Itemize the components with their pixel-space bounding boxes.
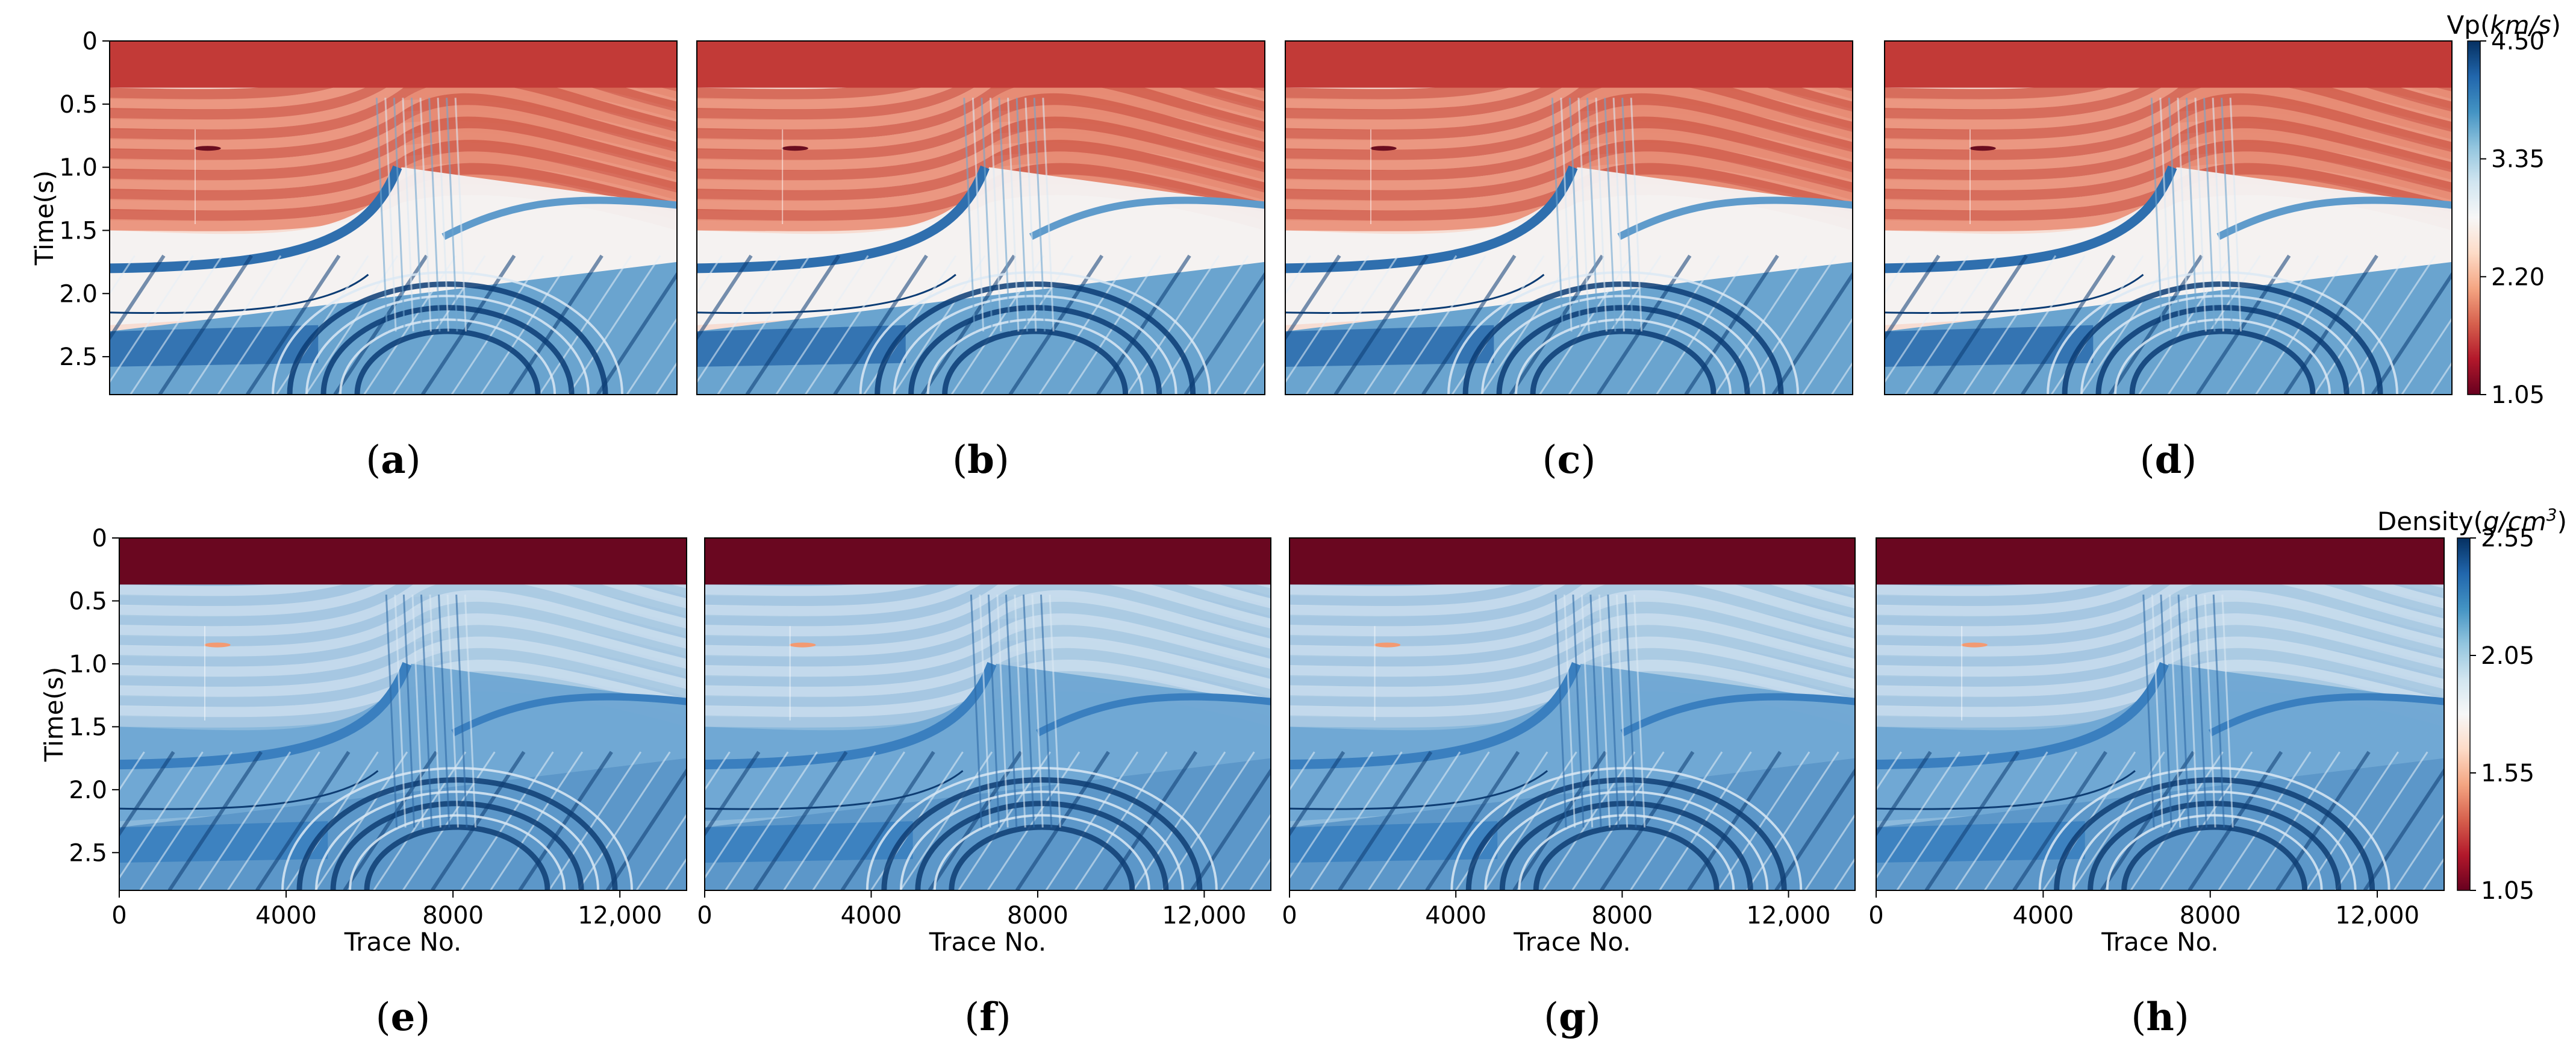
y-tick-label: 0 <box>83 28 98 55</box>
y-tick-label: 1.0 <box>59 154 98 182</box>
x-tick-label: 8000 <box>1007 902 1068 930</box>
y-tick-label: 2.0 <box>69 777 107 804</box>
x-tick-label: 4000 <box>2012 902 2074 930</box>
colorbar-tick-label: 4.50 <box>2491 28 2545 55</box>
colorbar-tick-label: 2.05 <box>2481 642 2534 670</box>
x-tick-label: 4000 <box>255 902 317 930</box>
panel-caption: (g) <box>1544 995 1601 1040</box>
x-tick-label: 4000 <box>1425 902 1486 930</box>
colorbar-title: Vp(km/s) <box>2447 10 2561 40</box>
colorbar-gradient <box>2457 537 2471 891</box>
colorbar-gradient <box>2467 40 2481 395</box>
x-axis-label: Trace No. <box>929 927 1047 957</box>
panel-frame <box>1884 40 2453 395</box>
x-tick-label: 0 <box>1868 902 1883 930</box>
panel-caption: (b) <box>952 437 1009 483</box>
panel-d: (d) <box>1884 40 2453 483</box>
panel-caption: (h) <box>2131 995 2189 1040</box>
colorbar-title: Density(g/cm3) <box>2377 505 2567 536</box>
x-tick-label: 8000 <box>422 902 484 930</box>
x-tick-label: 4000 <box>841 902 902 930</box>
y-tick-label: 0.5 <box>69 587 107 615</box>
panel-f: 0 4000 8000 12,000 Trace No. (f) <box>697 537 1271 1040</box>
x-axis-label: Trace No. <box>344 927 462 957</box>
colorbar-tick-label: 3.35 <box>2491 146 2545 173</box>
panel-frame <box>119 537 687 891</box>
colorbar-tick-label: 2.55 <box>2481 525 2534 552</box>
y-tick-label: 0.5 <box>59 91 98 119</box>
x-axis-label: Trace No. <box>2101 927 2219 957</box>
x-axis-label: Trace No. <box>1513 927 1631 957</box>
panel-frame <box>696 40 1265 395</box>
y-tick-label: 2.5 <box>59 343 98 371</box>
y-tick-label: 2.5 <box>69 839 107 867</box>
colorbar-tick-label: 1.05 <box>2491 381 2545 409</box>
panel-b: (b) <box>696 40 1265 483</box>
panel-a: 0 0.5 1.0 1.5 2.0 2.5 Time(s) (a) <box>30 28 678 483</box>
x-tick-label: 12,000 <box>578 902 662 930</box>
panel-e: 0 0.5 1.0 1.5 2.0 2.5 Time(s) 0 4000 8000 12,000 Tr… <box>39 525 687 1040</box>
panel-c: (c) <box>1285 40 1853 483</box>
x-tick-label: 0 <box>697 902 712 930</box>
panel-frame <box>1876 537 2445 891</box>
x-tick-label: 12,000 <box>1162 902 1246 930</box>
colorbar-tick-label: 1.05 <box>2481 877 2534 905</box>
x-tick-label: 8000 <box>2180 902 2241 930</box>
y-tick-label: 1.0 <box>69 651 107 678</box>
x-tick-label: 8000 <box>1591 902 1653 930</box>
y-tick-label: 2.0 <box>59 280 98 308</box>
x-tick-label: 0 <box>1282 902 1297 930</box>
y-tick-label: 1.5 <box>69 713 107 741</box>
panel-frame <box>109 40 678 395</box>
x-tick-label: 12,000 <box>1747 902 1831 930</box>
colorbar-tick-label: 2.20 <box>2491 263 2545 291</box>
panel-frame <box>704 537 1271 891</box>
panel-g: 0 4000 8000 12,000 Trace No. (g) <box>1282 537 1856 1040</box>
panel-caption: (a) <box>366 437 420 483</box>
panel-frame <box>1285 40 1853 395</box>
y-axis-label: Time(s) <box>30 170 59 266</box>
x-tick-label: 0 <box>111 902 126 930</box>
panel-caption: (d) <box>2140 437 2197 483</box>
colorbar-tick-label: 1.55 <box>2481 760 2534 787</box>
panel-h: 0 4000 8000 12,000 Trace No. (h) <box>1868 537 2445 1040</box>
panel-frame <box>1289 537 1856 891</box>
colorbar-vp: 4.50 3.35 2.20 1.05 Vp(km/s) <box>2447 10 2561 409</box>
x-tick-label: 12,000 <box>2335 902 2419 930</box>
y-tick-label: 0 <box>92 525 107 552</box>
y-axis-label: Time(s) <box>39 667 69 762</box>
panel-caption: (f) <box>964 995 1011 1040</box>
y-tick-label: 1.5 <box>59 217 98 245</box>
panel-caption: (e) <box>376 995 431 1040</box>
panel-caption: (c) <box>1542 437 1596 483</box>
colorbar-density: 2.55 2.05 1.55 1.05 Density(g/cm3) <box>2377 505 2567 905</box>
